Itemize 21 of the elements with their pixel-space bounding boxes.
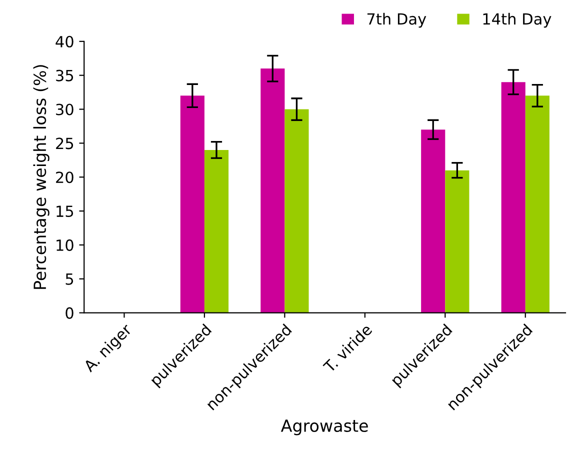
bar <box>525 96 550 313</box>
bar <box>180 96 204 313</box>
y-tick-label: 40 <box>56 36 74 48</box>
y-tick-label: 25 <box>56 138 74 150</box>
legend-label: 7th Day <box>367 12 426 28</box>
bar <box>260 68 285 313</box>
x-axis-title: Agrowaste <box>280 420 368 436</box>
bar <box>445 170 470 313</box>
bar <box>501 82 526 313</box>
y-axis-title: Percentage weight loss (%) <box>33 65 50 289</box>
y-tick-label: 5 <box>66 274 74 285</box>
bar <box>204 150 229 313</box>
legend-label: 14th Day <box>483 12 552 28</box>
bar <box>421 130 446 313</box>
y-tick-label: 35 <box>56 70 74 82</box>
y-tick-label: 20 <box>56 172 74 184</box>
y-tick-label: 30 <box>56 104 74 116</box>
y-tick-label: 0 <box>66 307 74 319</box>
y-tick-label: 10 <box>56 239 74 251</box>
bar <box>284 109 309 313</box>
y-tick-label: 15 <box>56 206 74 218</box>
